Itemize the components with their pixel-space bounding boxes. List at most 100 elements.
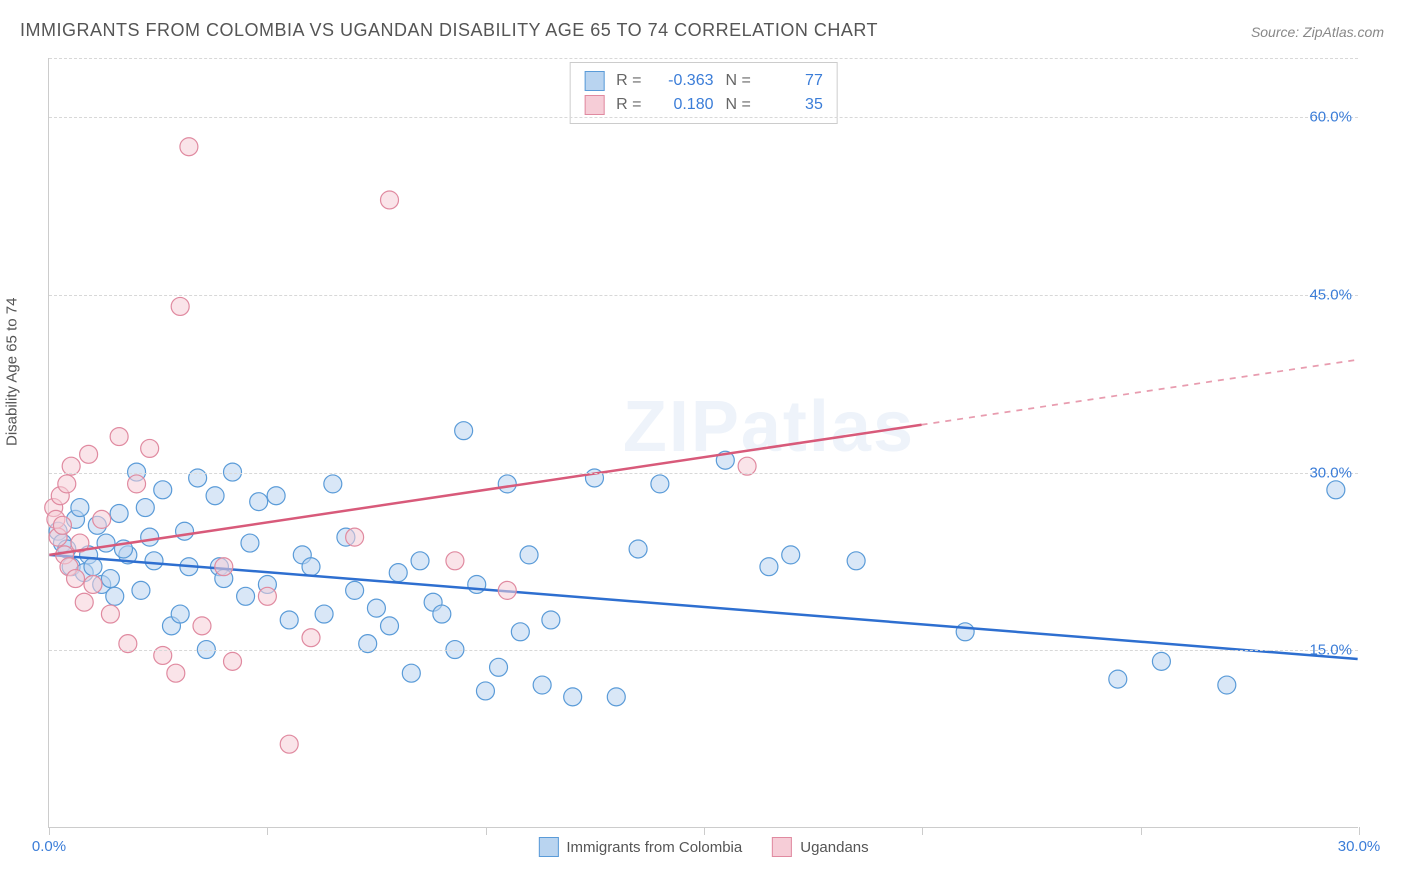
- trend-line-extrapolated: [922, 360, 1358, 425]
- scatter-point: [511, 623, 529, 641]
- scatter-point: [136, 499, 154, 517]
- legend-label: Immigrants from Colombia: [566, 839, 742, 856]
- scatter-point: [237, 587, 255, 605]
- scatter-point: [67, 570, 85, 588]
- scatter-point: [258, 587, 276, 605]
- scatter-point: [250, 493, 268, 511]
- y-axis-label: Disability Age 65 to 74: [4, 298, 21, 446]
- scatter-point: [145, 552, 163, 570]
- scatter-point: [498, 581, 516, 599]
- scatter-point: [433, 605, 451, 623]
- scatter-point: [53, 516, 71, 534]
- scatter-point: [782, 546, 800, 564]
- chart-container: IMMIGRANTS FROM COLOMBIA VS UGANDAN DISA…: [0, 0, 1406, 892]
- x-tick: [704, 827, 705, 835]
- scatter-point: [498, 475, 516, 493]
- scatter-point: [110, 428, 128, 446]
- x-tick: [267, 827, 268, 835]
- scatter-point: [171, 605, 189, 623]
- scatter-point: [411, 552, 429, 570]
- scatter-point: [346, 528, 364, 546]
- scatter-point: [302, 629, 320, 647]
- scatter-point: [381, 617, 399, 635]
- scatter-point: [171, 297, 189, 315]
- scatter-point: [215, 558, 233, 576]
- grid-line: [49, 650, 1358, 651]
- scatter-point: [324, 475, 342, 493]
- scatter-point: [468, 575, 486, 593]
- scatter-point: [101, 570, 119, 588]
- scatter-point: [607, 688, 625, 706]
- scatter-point: [520, 546, 538, 564]
- swatch-icon: [772, 837, 792, 857]
- scatter-point: [542, 611, 560, 629]
- y-tick-label: 60.0%: [1309, 109, 1352, 126]
- scatter-point: [71, 499, 89, 517]
- scatter-point: [128, 475, 146, 493]
- scatter-point: [367, 599, 385, 617]
- grid-line: [49, 58, 1358, 59]
- scatter-point: [760, 558, 778, 576]
- scatter-point: [1109, 670, 1127, 688]
- grid-line: [49, 473, 1358, 474]
- scatter-point: [564, 688, 582, 706]
- scatter-point: [346, 581, 364, 599]
- scatter-point: [84, 558, 102, 576]
- scatter-point: [629, 540, 647, 558]
- grid-line: [49, 117, 1358, 118]
- scatter-point: [241, 534, 259, 552]
- series-legend: Immigrants from Colombia Ugandans: [538, 837, 868, 857]
- scatter-point: [476, 682, 494, 700]
- scatter-point: [80, 445, 98, 463]
- scatter-point: [132, 581, 150, 599]
- scatter-point: [176, 522, 194, 540]
- scatter-point: [154, 481, 172, 499]
- x-tick: [1141, 827, 1142, 835]
- scatter-point: [110, 504, 128, 522]
- scatter-point: [533, 676, 551, 694]
- scatter-point: [106, 587, 124, 605]
- legend-item-series-1: Ugandans: [772, 837, 868, 857]
- y-tick-label: 15.0%: [1309, 642, 1352, 659]
- legend-label: Ugandans: [800, 839, 868, 856]
- scatter-point: [1327, 481, 1345, 499]
- scatter-point: [455, 422, 473, 440]
- scatter-point: [267, 487, 285, 505]
- scatter-point: [280, 735, 298, 753]
- scatter-point: [847, 552, 865, 570]
- scatter-point: [141, 528, 159, 546]
- trend-line: [49, 555, 1357, 659]
- scatter-point: [193, 617, 211, 635]
- scatter-point: [302, 558, 320, 576]
- x-tick-label: 0.0%: [32, 838, 66, 855]
- scatter-point: [381, 191, 399, 209]
- scatter-point: [206, 487, 224, 505]
- scatter-point: [141, 439, 159, 457]
- scatter-point: [154, 646, 172, 664]
- x-tick: [922, 827, 923, 835]
- x-tick: [486, 827, 487, 835]
- scatter-point: [402, 664, 420, 682]
- y-tick-label: 45.0%: [1309, 286, 1352, 303]
- scatter-point: [651, 475, 669, 493]
- scatter-point: [224, 652, 242, 670]
- x-tick: [1359, 827, 1360, 835]
- scatter-point: [389, 564, 407, 582]
- grid-line: [49, 295, 1358, 296]
- scatter-point: [1218, 676, 1236, 694]
- trend-line: [49, 425, 921, 555]
- scatter-point: [101, 605, 119, 623]
- scatter-point: [180, 138, 198, 156]
- swatch-icon: [538, 837, 558, 857]
- plot-area: ZIPatlas R = -0.363 N = 77 R = 0.180 N =…: [48, 58, 1358, 828]
- scatter-point: [280, 611, 298, 629]
- source-attribution: Source: ZipAtlas.com: [1251, 24, 1384, 40]
- scatter-point: [446, 552, 464, 570]
- plot-svg: [49, 58, 1358, 827]
- scatter-point: [315, 605, 333, 623]
- y-tick-label: 30.0%: [1309, 464, 1352, 481]
- scatter-point: [97, 534, 115, 552]
- x-tick-label: 30.0%: [1338, 838, 1381, 855]
- scatter-point: [75, 593, 93, 611]
- scatter-point: [84, 575, 102, 593]
